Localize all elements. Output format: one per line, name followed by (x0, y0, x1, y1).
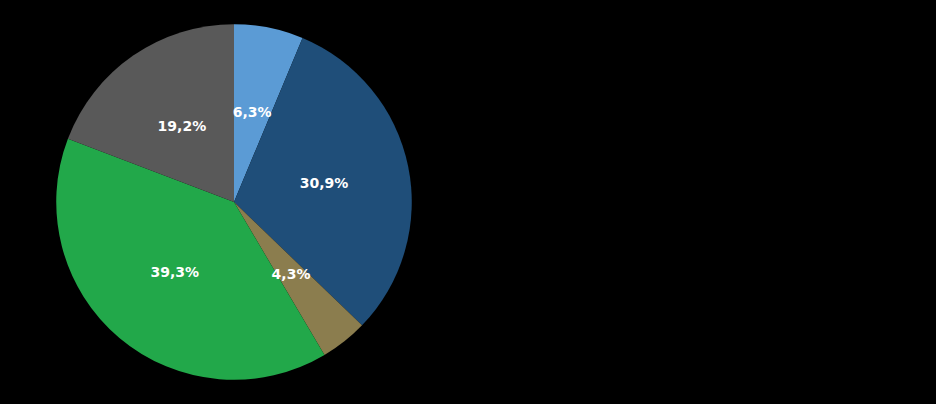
svg-text:19,2%: 19,2% (158, 118, 207, 134)
svg-text:39,3%: 39,3% (150, 264, 199, 280)
svg-text:30,9%: 30,9% (300, 175, 349, 191)
svg-text:6,3%: 6,3% (233, 104, 272, 120)
svg-text:4,3%: 4,3% (272, 266, 311, 282)
